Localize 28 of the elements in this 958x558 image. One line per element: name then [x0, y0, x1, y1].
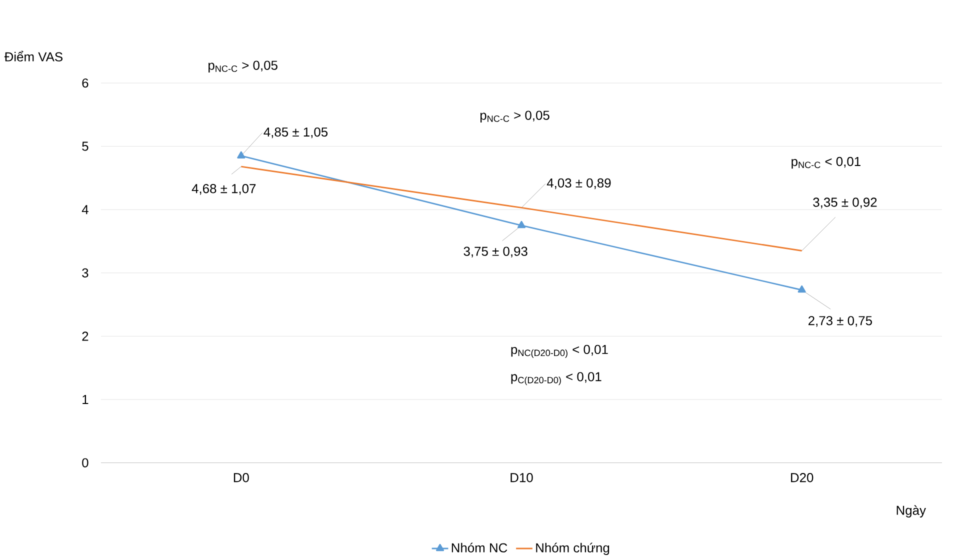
x-tick-label: D0 [234, 473, 249, 482]
data-label: 4,03 ± 0,89 [546, 178, 611, 190]
x-tick-label: D10 [510, 473, 533, 482]
legend-label: Nhóm NC [452, 542, 508, 552]
y-tick-label: 1 [82, 395, 88, 404]
y-tick-label: 5 [82, 142, 88, 151]
data-label: 4,68 ± 1,07 [192, 184, 256, 195]
x-axis-title: Ngày [896, 505, 926, 518]
data-label: 3,75 ± 0,93 [464, 246, 528, 258]
annotation: p$_{C(D20-D0)}$ < 0,01 [511, 372, 602, 386]
point [798, 285, 806, 293]
legend-label: Nhóm chứng [536, 542, 610, 555]
y-axis-title: Điểm VAS [4, 50, 62, 62]
y-tick-label: 4 [82, 205, 88, 214]
annotation: p$_{NC-C}$ > 0,05 [480, 110, 550, 122]
text: p$_{NC-C}$ > 0,05 [208, 60, 278, 72]
point [517, 220, 526, 228]
data-label: 2,73 ± 0,75 [808, 316, 872, 327]
data-label: 4,85 ± 1,05 [264, 127, 328, 138]
annotation: p$_{NC(D20-D0)}$ < 0,01 [511, 344, 608, 358]
y-tick-label: 2 [82, 332, 88, 341]
y-tick-label: 6 [82, 78, 88, 88]
y-tick-label: 0 [82, 458, 88, 468]
x-tick-label: D20 [791, 473, 814, 482]
y-tick-label: 3 [82, 268, 88, 278]
data-label: 3,35 ± 0,92 [813, 198, 877, 208]
annotation: p$_{NC-C}$ < 0,01 [792, 156, 860, 169]
point [237, 151, 246, 158]
